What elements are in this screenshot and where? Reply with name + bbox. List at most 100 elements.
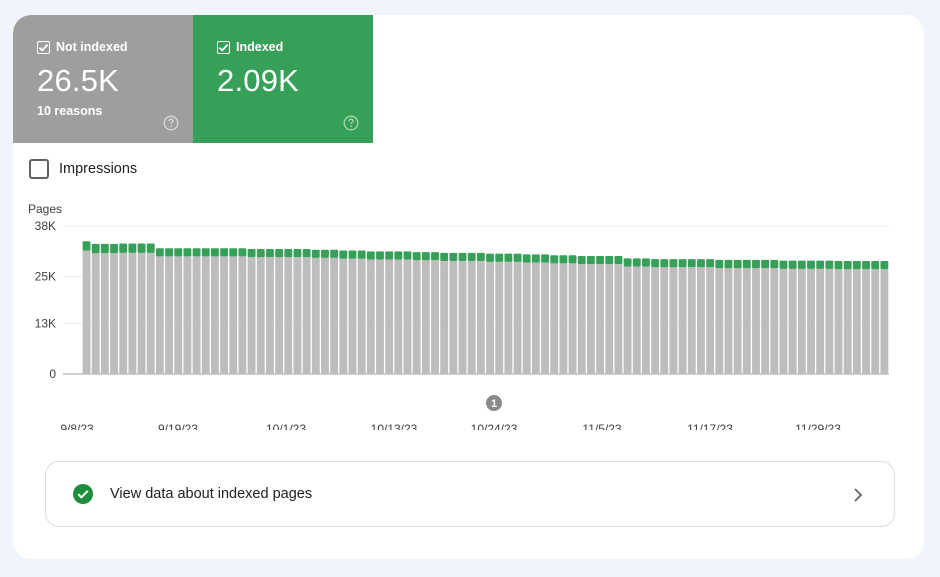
bar-not-indexed[interactable] [155, 256, 164, 374]
bar-indexed[interactable] [385, 251, 394, 260]
bar-indexed[interactable] [119, 243, 128, 253]
bar-indexed[interactable] [641, 258, 650, 267]
bar-indexed[interactable] [862, 261, 870, 270]
bar-not-indexed[interactable] [697, 267, 705, 374]
bar-not-indexed[interactable] [843, 269, 852, 374]
bar-indexed[interactable] [495, 253, 504, 262]
bar-not-indexed[interactable] [256, 257, 265, 374]
bar-not-indexed[interactable] [110, 253, 118, 374]
bar-not-indexed[interactable] [403, 259, 412, 374]
bar-indexed[interactable] [586, 255, 595, 265]
bar-not-indexed[interactable] [311, 257, 320, 374]
bar-not-indexed[interactable] [623, 266, 632, 374]
bar-indexed[interactable] [247, 248, 256, 258]
bar-indexed[interactable] [302, 248, 311, 258]
bar-indexed[interactable] [880, 261, 889, 270]
bar-indexed[interactable] [843, 261, 852, 270]
bar-indexed[interactable] [431, 252, 439, 261]
bar-not-indexed[interactable] [247, 257, 256, 374]
bar-indexed[interactable] [165, 248, 174, 257]
bar-indexed[interactable] [807, 260, 815, 269]
bar-not-indexed[interactable] [137, 252, 146, 374]
bar-not-indexed[interactable] [293, 257, 302, 374]
indexed-tile[interactable]: Indexed 2.09K [193, 15, 373, 143]
bar-not-indexed[interactable] [752, 268, 760, 374]
bar-not-indexed[interactable] [431, 260, 439, 374]
bar-indexed[interactable] [761, 259, 770, 269]
bar-not-indexed[interactable] [495, 261, 504, 374]
bar-not-indexed[interactable] [706, 267, 715, 374]
bar-not-indexed[interactable] [467, 261, 476, 374]
bar-indexed[interactable] [275, 248, 284, 258]
bar-not-indexed[interactable] [412, 260, 421, 374]
bar-indexed[interactable] [752, 259, 760, 269]
view-indexed-pages-button[interactable]: View data about indexed pages [45, 461, 895, 527]
bar-indexed[interactable] [614, 255, 623, 265]
bar-not-indexed[interactable] [715, 268, 724, 374]
bar-not-indexed[interactable] [449, 261, 458, 374]
bar-not-indexed[interactable] [770, 268, 779, 374]
bar-indexed[interactable] [284, 248, 293, 258]
bar-not-indexed[interactable] [605, 264, 614, 374]
bar-not-indexed[interactable] [146, 252, 155, 374]
help-icon[interactable] [163, 115, 179, 131]
bar-not-indexed[interactable] [614, 264, 623, 374]
bar-not-indexed[interactable] [174, 256, 183, 374]
bar-not-indexed[interactable] [641, 266, 650, 374]
bar-not-indexed[interactable] [513, 261, 522, 374]
bar-not-indexed[interactable] [357, 258, 366, 374]
bar-not-indexed[interactable] [788, 268, 797, 374]
bar-not-indexed[interactable] [504, 261, 513, 374]
bar-not-indexed[interactable] [220, 256, 229, 374]
bar-indexed[interactable] [293, 248, 302, 258]
bar-not-indexed[interactable] [807, 268, 815, 374]
bar-indexed[interactable] [513, 253, 522, 262]
bar-not-indexed[interactable] [91, 253, 100, 374]
checkbox-checked-icon[interactable] [37, 40, 50, 54]
bar-indexed[interactable] [632, 258, 641, 267]
bar-indexed[interactable] [266, 248, 274, 258]
bar-indexed[interactable] [476, 252, 485, 262]
bar-indexed[interactable] [229, 248, 238, 257]
checkbox-checked-icon[interactable] [217, 40, 230, 54]
bar-indexed[interactable] [522, 254, 531, 263]
bar-indexed[interactable] [706, 259, 715, 268]
bar-indexed[interactable] [669, 259, 678, 268]
bar-indexed[interactable] [770, 259, 779, 269]
bar-not-indexed[interactable] [183, 256, 192, 374]
bar-not-indexed[interactable] [632, 266, 641, 374]
bar-not-indexed[interactable] [201, 256, 210, 374]
bar-not-indexed[interactable] [825, 268, 834, 374]
bar-not-indexed[interactable] [486, 261, 494, 374]
bar-indexed[interactable] [697, 259, 705, 268]
bar-not-indexed[interactable] [541, 262, 549, 374]
bar-not-indexed[interactable] [210, 256, 219, 374]
bar-indexed[interactable] [394, 251, 403, 260]
bar-not-indexed[interactable] [871, 269, 880, 374]
bar-not-indexed[interactable] [669, 267, 678, 374]
bar-indexed[interactable] [623, 258, 632, 267]
bar-indexed[interactable] [577, 255, 586, 265]
bar-indexed[interactable] [504, 253, 513, 262]
bar-indexed[interactable] [531, 254, 540, 263]
bar-indexed[interactable] [330, 249, 339, 258]
bar-indexed[interactable] [238, 248, 247, 257]
bar-not-indexed[interactable] [834, 269, 843, 374]
bar-not-indexed[interactable] [596, 264, 605, 374]
bar-indexed[interactable] [376, 251, 384, 260]
bar-not-indexed[interactable] [238, 256, 247, 374]
bar-indexed[interactable] [486, 253, 494, 262]
not-indexed-tile[interactable]: Not indexed 26.5K 10 reasons [13, 15, 193, 143]
bar-indexed[interactable] [458, 252, 467, 262]
bar-not-indexed[interactable] [742, 268, 751, 374]
bar-not-indexed[interactable] [275, 257, 284, 374]
checkbox-unchecked-icon[interactable] [29, 159, 49, 179]
impressions-toggle[interactable]: Impressions [29, 159, 137, 179]
bar-not-indexed[interactable] [339, 258, 348, 374]
bar-not-indexed[interactable] [330, 257, 339, 374]
bar-indexed[interactable] [201, 248, 210, 257]
bar-not-indexed[interactable] [531, 262, 540, 374]
bar-indexed[interactable] [541, 254, 549, 263]
bar-not-indexed[interactable] [119, 252, 128, 374]
bar-indexed[interactable] [82, 241, 91, 251]
